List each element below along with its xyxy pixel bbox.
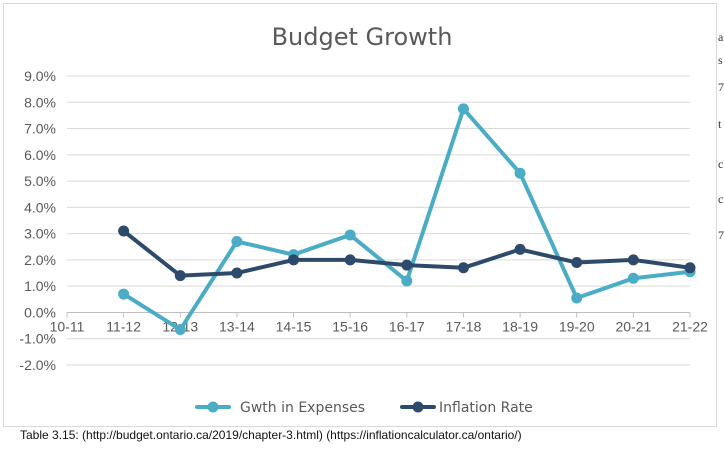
legend-swatch-marker bbox=[207, 401, 219, 413]
y-tick-label: 2.0% bbox=[24, 252, 56, 268]
data-point-inflation bbox=[684, 262, 696, 274]
legend-label: Gwth in Expenses bbox=[240, 400, 365, 416]
data-point-inflation bbox=[571, 257, 583, 269]
data-point-inflation bbox=[231, 267, 243, 279]
x-tick-label: 17-18 bbox=[446, 318, 482, 334]
series bbox=[118, 103, 696, 336]
x-tick-label: 13-14 bbox=[219, 318, 255, 334]
chart-title: Budget Growth bbox=[272, 23, 453, 51]
x-tick-label: 20-21 bbox=[615, 318, 651, 334]
y-tick-label: 7.0% bbox=[24, 121, 56, 137]
data-point-inflation bbox=[401, 259, 413, 271]
y-tick-label: 1.0% bbox=[24, 278, 56, 294]
y-tick-label: 3.0% bbox=[24, 226, 56, 242]
y-tick-label: -1.0% bbox=[19, 331, 56, 347]
legend-label: Inflation Rate bbox=[439, 400, 533, 416]
edge-fragment: a bbox=[718, 30, 724, 44]
y-tick-label: 6.0% bbox=[24, 147, 56, 163]
edge-fragment: 7 bbox=[718, 228, 724, 242]
data-point-expenses bbox=[401, 275, 413, 287]
axes: -2.0% -1.0% 0.0% 1.0% 2.0% 3.0% 4.0% 5.0% 6.0% 7.… bbox=[19, 68, 708, 373]
x-tick-label: 19-20 bbox=[559, 318, 595, 334]
x-tick-label: 16-17 bbox=[389, 318, 425, 334]
data-point-expenses bbox=[514, 167, 526, 179]
chart-frame: Budget Growth -2.0% -1.0% 0.0% 1.0% 2.0% 3.0%… bbox=[3, 3, 717, 427]
y-tick-label: 5.0% bbox=[24, 173, 56, 189]
y-tick-label: 9.0% bbox=[24, 68, 56, 84]
x-tick-label: 14-15 bbox=[276, 318, 312, 334]
legend-swatch-marker bbox=[412, 401, 424, 413]
data-point-inflation bbox=[457, 262, 469, 274]
data-point-inflation bbox=[174, 270, 186, 282]
gridlines bbox=[67, 75, 690, 366]
data-point-expenses bbox=[231, 236, 243, 248]
edge-fragment: c bbox=[718, 192, 724, 206]
chart-svg: Budget Growth -2.0% -1.0% 0.0% 1.0% 2.0% 3.0%… bbox=[19, 23, 708, 416]
x-tick-label: 18-19 bbox=[502, 318, 538, 334]
table-caption: Table 3.15: (http://budget.ontario.ca/20… bbox=[20, 428, 522, 442]
data-point-inflation bbox=[344, 254, 356, 266]
edge-fragment: c bbox=[718, 157, 724, 171]
data-point-inflation bbox=[627, 254, 639, 266]
data-point-expenses bbox=[571, 292, 583, 304]
data-point-inflation bbox=[514, 243, 526, 255]
y-tick-label: 8.0% bbox=[24, 94, 56, 110]
legend: Gwth in Expenses Inflation Rate bbox=[195, 400, 533, 416]
data-point-expenses bbox=[457, 103, 469, 115]
data-point-expenses bbox=[118, 288, 130, 300]
data-point-expenses bbox=[174, 324, 186, 336]
edge-fragment: s bbox=[718, 53, 723, 67]
data-point-inflation bbox=[288, 254, 300, 266]
y-tick-label: 4.0% bbox=[24, 199, 56, 215]
y-tick-label: -2.0% bbox=[19, 357, 56, 373]
data-point-expenses bbox=[344, 229, 356, 241]
y-tick-label: 0.0% bbox=[24, 304, 56, 320]
x-tick-label: 11-12 bbox=[106, 318, 141, 334]
data-point-expenses bbox=[627, 272, 639, 284]
x-tick-label: 10-11 bbox=[50, 318, 85, 334]
series-line-expenses bbox=[121, 106, 692, 332]
edge-fragment: 7 bbox=[718, 80, 724, 94]
x-tick-label: 21-22 bbox=[672, 318, 708, 334]
x-tick-label: 15-16 bbox=[332, 318, 368, 334]
edge-fragment: t bbox=[718, 117, 722, 131]
data-point-inflation bbox=[118, 225, 130, 237]
